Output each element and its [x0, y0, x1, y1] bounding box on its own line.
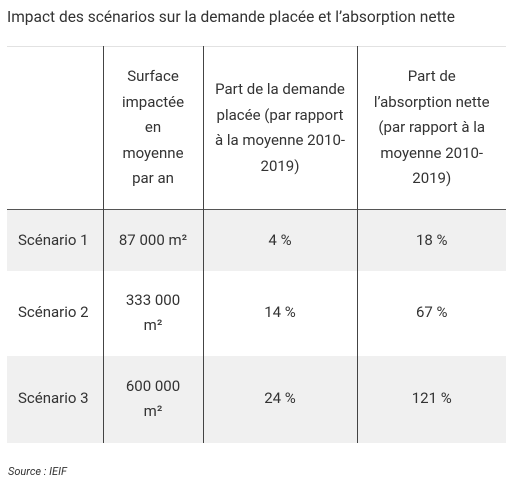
row-label: Scénario 1: [18, 230, 89, 249]
table-body: Scénario 1 87 000 m² 4 % 18 % Scénario 2 333 …: [7, 209, 506, 443]
table-row: Scénario 3 600 000 m² 24 % 121 %: [7, 355, 506, 443]
table-row: Scénario 2 333 000 m² 14 % 67 %: [7, 270, 506, 356]
row-label: Scénario 3: [18, 389, 89, 408]
header-row: Surface impactée en moyenne par an Part …: [7, 46, 506, 210]
table-cell: 18 %: [356, 209, 506, 271]
table-cell: 600 000 m²: [102, 355, 203, 443]
table-cell: 87 000 m²: [102, 209, 203, 271]
title: Impact des scénarios sur la demande plac…: [7, 8, 455, 26]
table-cell: 67 %: [356, 270, 506, 356]
header-cell: Surface impactée en moyenne par an: [102, 46, 203, 210]
table-cell: 14 %: [202, 270, 357, 356]
table-cell: 121 %: [356, 355, 506, 443]
row-label: Scénario 2: [18, 303, 89, 322]
table-cell: 333 000 m²: [102, 270, 203, 356]
header-cell: [7, 47, 103, 210]
source: Source : IEIF: [8, 465, 67, 478]
table-row: Scénario 1 87 000 m² 4 % 18 %: [7, 209, 506, 271]
table: Surface impactée en moyenne par an Part …: [7, 46, 506, 443]
header-cell: Part de l’absorption nette (par rapport …: [356, 46, 506, 210]
table-cell: 24 %: [202, 355, 357, 443]
header-cell: Part de la demande placée (par rapport à…: [202, 46, 357, 210]
table-cell: 4 %: [202, 209, 357, 271]
